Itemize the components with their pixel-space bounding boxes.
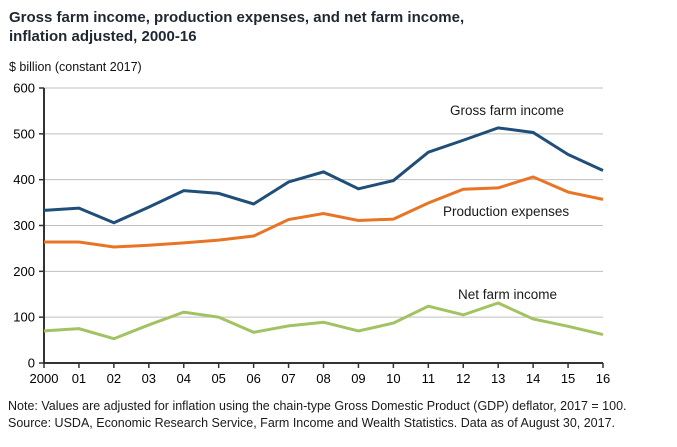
series-line-gross-farm-income <box>43 126 604 225</box>
y-tick-label: 500 <box>13 126 35 141</box>
x-tick-label: 16 <box>596 371 610 386</box>
x-tick-label: 06 <box>246 371 260 386</box>
series-line-production-expenses <box>44 175 604 249</box>
chart-notes: Note: Values are adjusted for inflation … <box>8 398 627 432</box>
y-tick-label: 200 <box>13 264 35 279</box>
x-tick-label: 12 <box>456 371 470 386</box>
x-tick-label: 07 <box>281 371 295 386</box>
chart-title-line2: inflation adjusted, 2000-16 <box>9 28 197 45</box>
x-tick-label: 02 <box>107 371 121 386</box>
series-label-net-farm-income: Net farm income <box>458 287 558 302</box>
x-tick-label: 10 <box>386 371 400 386</box>
series-line-net-farm-income <box>43 301 604 341</box>
x-tick-label: 08 <box>316 371 330 386</box>
x-tick-label: 04 <box>177 371 191 386</box>
x-tick-label: 11 <box>422 371 436 386</box>
x-tick-label: 03 <box>142 371 156 386</box>
x-tick-label: 01 <box>72 371 86 386</box>
y-tick-label: 100 <box>13 310 35 325</box>
y-axis-unit-label: $ billion (constant 2017) <box>9 60 142 74</box>
x-tick-label: 09 <box>351 371 365 386</box>
x-tick-label: 05 <box>211 371 225 386</box>
series-label-gross-farm-income: Gross farm income <box>450 103 565 118</box>
note-line: Note: Values are adjusted for inflation … <box>8 399 627 413</box>
y-tick-label: 400 <box>13 172 35 187</box>
y-tick-label: 600 <box>13 81 35 96</box>
y-tick-label: 0 <box>28 356 35 371</box>
x-tick-label: 2000 <box>30 371 59 386</box>
x-tick-label: 14 <box>526 371 540 386</box>
x-tick-label: 15 <box>561 371 575 386</box>
source-line: Source: USDA, Economic Research Service,… <box>8 416 615 430</box>
series-label-production-expenses: Production expenses <box>443 204 570 219</box>
chart-title-line1: Gross farm income, production expenses, … <box>9 9 465 26</box>
x-tick-label: 13 <box>491 371 505 386</box>
y-tick-label: 300 <box>13 218 35 233</box>
